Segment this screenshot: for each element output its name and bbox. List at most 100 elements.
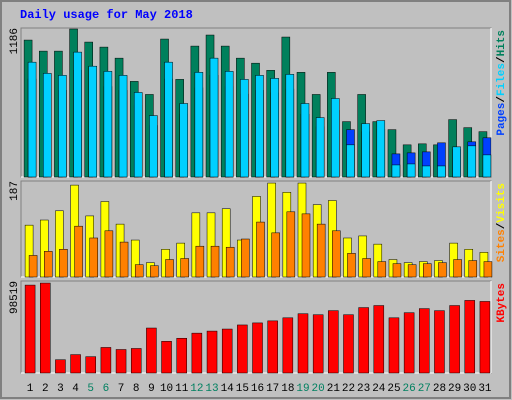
x-tick-label: 5 <box>87 383 94 395</box>
legend: KBytes <box>496 283 508 323</box>
bar <box>104 230 114 278</box>
bar <box>285 74 295 178</box>
bar <box>134 264 144 278</box>
bar <box>347 253 356 278</box>
bar <box>331 98 340 178</box>
y-tick-label: 98519 <box>9 281 21 314</box>
x-tick-label: 26 <box>403 383 416 395</box>
bar <box>286 211 296 278</box>
legend-separator: / <box>496 56 508 63</box>
bar <box>24 284 36 374</box>
bar <box>452 146 461 178</box>
x-tick-label: 6 <box>103 383 110 395</box>
bar <box>362 258 371 278</box>
chart-title: Daily usage for May 2018 <box>20 8 193 22</box>
bar <box>195 245 205 278</box>
legend-entry: Visits <box>496 183 508 223</box>
x-tick-label: 28 <box>433 383 446 395</box>
y-tick-label: 187 <box>9 181 21 201</box>
legend-separator: / <box>496 222 508 229</box>
bar <box>267 320 278 374</box>
bar <box>73 51 82 178</box>
bar <box>316 223 326 278</box>
legend-entry: Hits <box>496 30 508 56</box>
bar <box>483 261 493 278</box>
x-tick-label: 14 <box>221 383 235 395</box>
bar <box>146 327 157 374</box>
bar <box>149 115 158 178</box>
x-tick-label: 18 <box>281 383 294 395</box>
bar <box>103 71 113 178</box>
bar <box>180 258 189 278</box>
x-tick-label: 31 <box>478 383 492 395</box>
x-tick-label: 8 <box>133 383 140 395</box>
bar <box>209 57 219 178</box>
legend-entry: Pages <box>496 103 508 136</box>
bar <box>225 246 235 278</box>
bar <box>58 75 67 178</box>
bar <box>240 79 249 178</box>
bar <box>438 262 447 278</box>
legend-entry: KBytes <box>496 283 508 323</box>
bar <box>194 72 204 178</box>
bar <box>133 92 143 178</box>
x-tick-label: 3 <box>57 383 64 395</box>
x-tick-label: 25 <box>387 383 400 395</box>
bar <box>423 263 432 278</box>
x-tick-label: 12 <box>190 383 203 395</box>
x-tick-label: 24 <box>372 383 386 395</box>
bar <box>373 305 385 374</box>
x-tick-label: 2 <box>42 383 49 395</box>
bar <box>115 349 127 374</box>
bar <box>44 251 53 278</box>
bar <box>361 123 370 178</box>
bar <box>74 225 83 278</box>
bar <box>407 264 417 278</box>
x-tick-label: 29 <box>448 383 461 395</box>
x-tick-label: 11 <box>175 383 189 395</box>
bar <box>482 154 492 178</box>
bar <box>270 78 279 178</box>
bar <box>419 308 430 374</box>
bar <box>403 312 415 374</box>
bar <box>255 75 264 178</box>
bar <box>179 103 188 178</box>
x-tick-label: 13 <box>205 383 218 395</box>
y-tick-label: 1186 <box>9 28 21 54</box>
bar <box>43 73 52 178</box>
x-tick-label: 16 <box>251 383 264 395</box>
bar <box>59 249 68 278</box>
bar <box>206 330 218 374</box>
bar <box>191 332 203 374</box>
bar <box>422 165 431 178</box>
bar <box>300 103 310 178</box>
bar <box>297 313 309 374</box>
bar <box>176 337 187 374</box>
bar <box>464 300 476 374</box>
bar <box>40 282 51 374</box>
bar <box>449 305 460 374</box>
legend: Sites/Visits <box>496 183 508 262</box>
x-tick-label: 20 <box>312 383 325 395</box>
bar <box>376 120 386 178</box>
bar <box>27 61 37 178</box>
bar <box>282 317 294 374</box>
x-tick-label: 4 <box>72 383 79 395</box>
bar <box>377 261 387 278</box>
bar <box>237 324 248 374</box>
bar <box>241 238 250 278</box>
bar <box>312 314 324 374</box>
bar <box>406 163 416 178</box>
x-tick-label: 10 <box>160 383 173 395</box>
bar <box>343 314 354 374</box>
x-tick-label: 19 <box>296 383 309 395</box>
bar <box>468 260 478 278</box>
bar <box>453 259 462 278</box>
bar <box>89 237 98 278</box>
x-tick-label: 21 <box>327 383 341 395</box>
x-tick-label: 15 <box>236 383 249 395</box>
bar <box>55 359 66 374</box>
bar <box>301 213 311 278</box>
bar <box>224 71 234 178</box>
